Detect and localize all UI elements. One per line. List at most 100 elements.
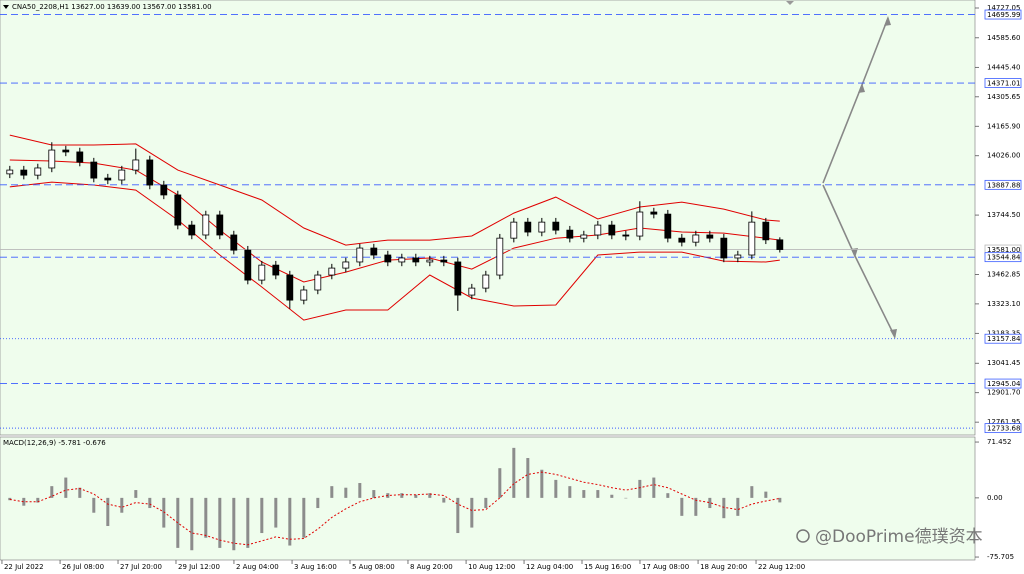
- candle-body: [552, 221, 560, 231]
- menu-arrow[interactable]: [3, 5, 9, 9]
- candle-body: [62, 149, 70, 153]
- macd-bar: [134, 490, 138, 498]
- macd-bar: [512, 447, 516, 498]
- macd-bar: [8, 497, 12, 501]
- level-label-box: [984, 9, 1022, 20]
- x-tick-label: 18 Aug 20:00: [700, 563, 747, 571]
- x-tick-label: 29 Jul 12:00: [178, 563, 220, 571]
- candle-body: [258, 264, 266, 281]
- macd-bar: [764, 491, 768, 498]
- macd-bar: [498, 468, 502, 498]
- macd-bar: [344, 487, 348, 498]
- candle-body: [566, 229, 574, 239]
- bollinger-band: [9, 181, 780, 321]
- mid-arrowhead: [858, 83, 865, 93]
- candle-body: [482, 274, 490, 289]
- x-tick-label: 22 Jul 2022: [4, 563, 44, 571]
- macd-bar: [288, 497, 292, 546]
- level-label-box: [984, 378, 1022, 389]
- level-label: 13887.88: [987, 181, 1020, 189]
- candle-body: [216, 214, 224, 236]
- macd-bar: [428, 493, 432, 498]
- y-tick-label: 13041.45: [987, 359, 1020, 367]
- candle-body: [510, 221, 518, 239]
- x-tick-label: 3 Aug 16:00: [294, 563, 337, 571]
- candle-body: [76, 151, 84, 163]
- chart-title: CNA50_2208,H1 13627.00 13639.00 13567.00…: [12, 3, 212, 11]
- candle-body: [776, 239, 784, 250]
- candle-body: [174, 194, 182, 226]
- candle-body: [286, 274, 294, 301]
- candle-body: [230, 234, 238, 251]
- candle-body: [580, 234, 588, 239]
- x-tick-label: 10 Aug 12:00: [468, 563, 515, 571]
- macd-bar: [652, 477, 656, 498]
- candle-body: [48, 149, 56, 169]
- macd-bar: [414, 494, 418, 498]
- candle-body: [146, 159, 154, 186]
- candle-body: [720, 237, 728, 259]
- macd-bar: [120, 497, 124, 513]
- candle-body: [622, 234, 630, 237]
- macd-bar: [204, 497, 208, 538]
- macd-bar: [106, 497, 110, 527]
- macd-bar: [442, 497, 446, 503]
- candle-body: [356, 247, 364, 263]
- macd-bar: [694, 497, 698, 516]
- candle-body: [90, 161, 98, 179]
- macd-signal: [9, 471, 780, 546]
- level-label-box: [984, 423, 1022, 434]
- watermark: @DooPrime德璞资本: [796, 527, 983, 547]
- macd-bar: [372, 490, 376, 498]
- candle-body: [398, 257, 406, 263]
- candle-body: [370, 247, 378, 256]
- candle-body: [650, 211, 658, 215]
- candle-body: [734, 254, 742, 259]
- candle-body: [118, 169, 126, 181]
- candle-body: [104, 177, 112, 181]
- bollinger-band: [9, 134, 780, 246]
- candle-body: [678, 237, 686, 243]
- macd-bar: [246, 497, 250, 548]
- x-tick-label: 17 Aug 08:00: [642, 563, 689, 571]
- level-label: 13581.00: [987, 246, 1020, 254]
- macd-bar: [610, 494, 614, 498]
- x-tick-label: 8 Aug 20:00: [410, 563, 453, 571]
- macd-bar: [526, 458, 530, 498]
- candle-body: [524, 221, 532, 233]
- macd-bar: [218, 497, 222, 548]
- x-tick-label: 2 Aug 04:00: [236, 563, 279, 571]
- candle-body: [762, 221, 770, 241]
- macd-bar: [596, 490, 600, 498]
- level-label: 14371.01: [987, 80, 1020, 88]
- macd-bar: [316, 497, 320, 509]
- x-tick-label: 5 Aug 08:00: [352, 563, 395, 571]
- x-tick-label: 22 Aug 12:00: [758, 563, 805, 571]
- candle-body: [272, 264, 280, 276]
- macd-bar: [36, 497, 40, 503]
- candle-body: [426, 259, 434, 263]
- macd-bar: [708, 497, 712, 509]
- candle-body: [132, 159, 140, 171]
- candle-body: [188, 224, 196, 236]
- macd-bar: [666, 493, 670, 498]
- candle-body: [384, 254, 392, 263]
- macd-bar: [624, 497, 628, 499]
- candle-body: [664, 213, 672, 239]
- y-tick-label: 14305.65: [987, 93, 1020, 101]
- y-tick-label: 14727.05: [987, 4, 1020, 12]
- level-label-box: [984, 179, 1022, 190]
- macd-title: MACD(12,26,9) -5.781 -0.676: [3, 439, 106, 447]
- price-panel: [0, 0, 976, 436]
- x-tick-label: 12 Aug 04:00: [526, 563, 573, 571]
- macd-bar: [232, 497, 236, 551]
- candle-body: [160, 184, 168, 196]
- level-label: 14695.99: [987, 11, 1020, 19]
- macd-bar: [722, 497, 726, 519]
- candle-body: [314, 274, 322, 291]
- macd-bar: [568, 486, 572, 498]
- macd-bar: [190, 497, 194, 551]
- macd-bar: [274, 497, 278, 528]
- macd-bar: [484, 497, 488, 509]
